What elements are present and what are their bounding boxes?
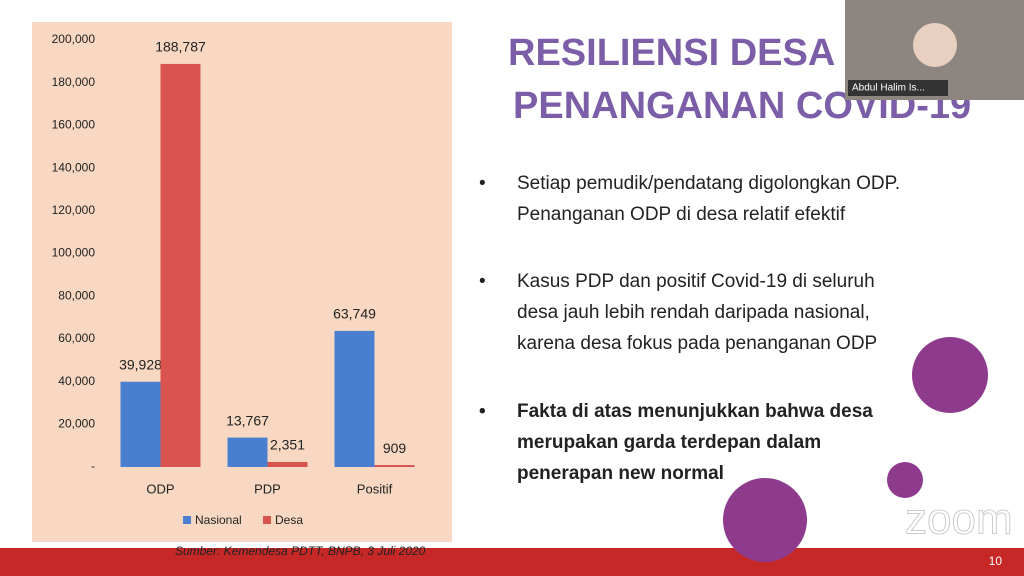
zoom-watermark: zoom: [905, 495, 1013, 544]
legend-swatch: [183, 516, 191, 524]
data-label: 13,767: [226, 412, 269, 428]
bullet: Setiap pemudik/pendatang digolongkan ODP…: [479, 168, 902, 230]
y-tick-label: 80,000: [58, 288, 95, 302]
legend-swatch: [263, 516, 271, 524]
y-tick-label: -: [91, 459, 95, 473]
y-tick-label: 140,000: [52, 160, 96, 174]
participant-name: Abdul Halim Is...: [852, 83, 925, 94]
data-label: 2,351: [270, 437, 305, 453]
y-tick-label: 200,000: [52, 32, 96, 46]
footer-bar: [0, 548, 1024, 576]
y-tick-label: 160,000: [52, 118, 96, 132]
virus-decoration: [723, 337, 988, 562]
data-label: 63,749: [333, 306, 376, 322]
y-tick-label: 120,000: [52, 203, 96, 217]
y-tick-label: 40,000: [58, 374, 95, 388]
legend-label: Nasional: [195, 513, 242, 527]
y-tick-label: 100,000: [52, 246, 96, 260]
slide-title: RESILIENSI DESA I: [508, 32, 855, 74]
participant-face: [913, 23, 957, 67]
bar: [227, 437, 268, 467]
bullet: Kasus PDP dan positif Covid-19 di seluru…: [479, 266, 902, 359]
bar: [267, 461, 308, 467]
y-tick-label: 180,000: [52, 75, 96, 89]
bar: [334, 330, 375, 467]
x-tick-label: ODP: [146, 481, 174, 496]
x-tick-label: Positif: [357, 481, 393, 496]
y-tick-label: 20,000: [58, 416, 95, 430]
data-label: 39,928: [119, 356, 162, 372]
bar: [120, 381, 161, 467]
page-number: 10: [989, 554, 1003, 568]
data-label: 909: [383, 440, 407, 456]
legend-label: Desa: [275, 513, 303, 527]
bar: [160, 63, 201, 467]
y-tick-label: 60,000: [58, 331, 95, 345]
bullet: Fakta di atas menunjukkan bahwa desa mer…: [479, 396, 902, 489]
source: Sumber: Kemendesa PDTT, BNPB, 3 Juli 202…: [175, 544, 426, 558]
data-label: 188,787: [155, 39, 206, 55]
bar: [374, 465, 415, 467]
x-tick-label: PDP: [254, 481, 281, 496]
name-label-bg: [848, 80, 948, 96]
